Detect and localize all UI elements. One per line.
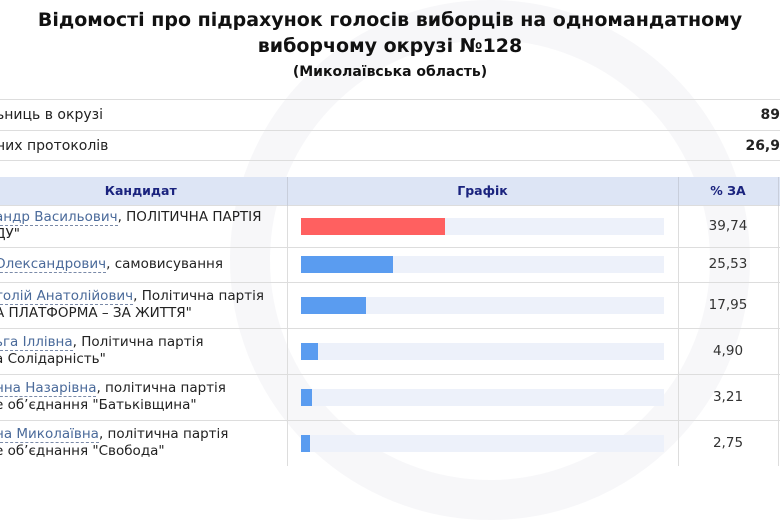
extra-cell [778,281,780,328]
vote-bar [300,217,445,235]
chart-cell [287,327,679,374]
candidate-party-cont: А ПЛАТФОРМА – ЗА ЖИТТЯ" [0,305,192,321]
table-row: Олександрович, самовисування 25,53 [0,246,780,282]
candidate-name-link[interactable]: Олександрович [0,256,107,273]
candidate-party-cont: ДУ" [0,226,20,242]
candidate-party-cont: а Солідарність" [0,351,106,367]
bar-track [300,434,664,452]
summary-label: ьниць в окрузі [0,107,103,123]
percent-cell: 39,74 [678,204,779,247]
chart-cell [287,204,679,247]
candidate-name-link[interactable]: андр Васильович [0,209,118,226]
results-table: Кандидат Графік % ЗА андр Васильович, ПО… [0,177,780,466]
table-row: толій Анатолійович, Політична партія А ПЛ… [0,281,780,328]
bar-track [300,256,664,273]
candidate-name-link[interactable]: нна Назарівна [0,380,97,397]
candidate-cell: толій Анатолійович, Політична партія А ПЛ… [0,281,288,328]
candidate-party: , політична партія [98,426,229,443]
chart-cell [287,419,679,466]
header-percent[interactable]: % ЗА [678,177,779,205]
candidate-party: , політична партія [96,380,226,396]
candidate-party: , самовисування [106,256,223,272]
bar-track [300,388,664,406]
chart-cell [287,281,679,328]
vote-bar [300,434,311,452]
candidate-cell: Олександрович, самовисування [0,246,288,282]
vote-bar [300,388,313,406]
header-chart: Графік [287,177,679,205]
header-candidate[interactable]: Кандидат [0,177,288,205]
extra-cell [778,246,780,282]
header-extra [778,177,780,205]
page-title: Відомості про підрахунок голосів виборці… [37,9,743,31]
percent-cell: 25,53 [678,246,779,282]
summary-row-protocols: них протоколів 26,9 [0,130,780,161]
bar-track [300,296,664,314]
candidate-name-link[interactable]: на Миколаївна [0,426,99,444]
summary-value: 89 [760,107,780,123]
summary-label: них протоколів [0,138,109,154]
table-row: ьга Іллівна, Політична партія а Солідарні… [0,327,780,374]
candidate-party-cont: е об’єднання "Свобода" [0,443,165,460]
summary-value: 26,9 [745,138,780,154]
chart-cell [287,373,679,420]
bar-track [300,342,664,360]
vote-bar [300,296,366,314]
vote-bar [300,256,394,273]
candidate-party: , Політична партія [133,288,264,304]
table-row: андр Васильович, ПОЛІТИЧНА ПАРТІЯ ДУ" 39,… [0,204,780,247]
candidate-cell: ьга Іллівна, Політична партія а Солідарні… [0,327,288,374]
candidate-party-cont: е об’єднання "Батьківщина" [0,397,197,413]
table-row: нна Назарівна, політична партія е об’єдна… [0,373,780,420]
page-title-line2: виборчому окрузі №128 [257,35,523,57]
region-label: (Миколаївська область) [292,64,488,80]
summary-row-stations: ьниць в окрузі 89 [0,99,780,130]
percent-cell: 3,21 [678,373,779,420]
candidate-name-link[interactable]: толій Анатолійович [0,288,134,305]
vote-bar [300,342,319,360]
candidate-name-link[interactable]: ьга Іллівна [0,334,73,351]
candidate-party: , Політична партія [72,334,204,350]
percent-cell: 17,95 [678,281,779,328]
candidate-cell: нна Назарівна, політична партія е об’єдна… [0,373,288,420]
percent-cell: 4,90 [678,327,779,374]
extra-cell [778,327,780,374]
extra-cell [778,373,780,420]
percent-cell: 2,75 [678,419,779,466]
extra-cell [778,419,780,466]
candidate-cell: андр Васильович, ПОЛІТИЧНА ПАРТІЯ ДУ" [0,204,288,247]
candidate-party: , ПОЛІТИЧНА ПАРТІЯ [117,209,262,225]
table-row: на Миколаївна, політична партія е об’єдна… [0,419,780,466]
extra-cell [778,204,780,247]
candidate-cell: на Миколаївна, політична партія е об’єдна… [0,419,288,466]
bar-track [300,217,664,235]
chart-cell [287,246,679,282]
